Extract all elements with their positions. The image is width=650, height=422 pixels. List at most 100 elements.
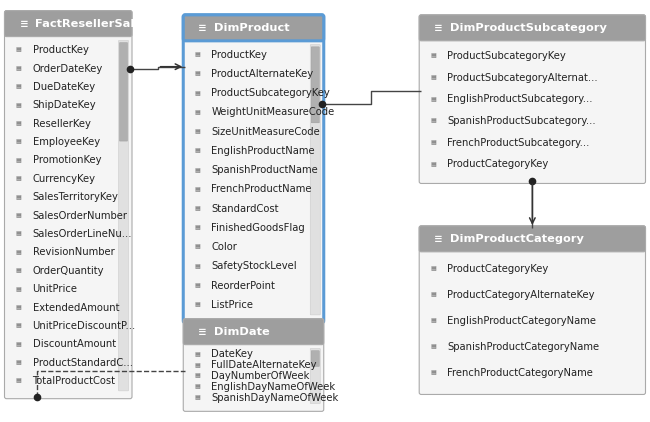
Text: SizeUnitMeasureCode: SizeUnitMeasureCode bbox=[211, 127, 320, 137]
Text: ▦: ▦ bbox=[16, 342, 21, 347]
Text: ▦: ▦ bbox=[16, 84, 21, 89]
Text: ▦: ▦ bbox=[194, 149, 200, 154]
FancyBboxPatch shape bbox=[5, 11, 132, 399]
Text: ▦: ▦ bbox=[430, 292, 436, 298]
Text: UnitPrice: UnitPrice bbox=[32, 284, 77, 294]
Text: SalesTerritoryKey: SalesTerritoryKey bbox=[32, 192, 118, 202]
FancyBboxPatch shape bbox=[183, 319, 324, 345]
Text: EnglishProductCategoryName: EnglishProductCategoryName bbox=[447, 316, 596, 326]
Text: ▦: ▦ bbox=[194, 352, 200, 357]
Text: ▦: ▦ bbox=[194, 384, 200, 390]
Text: ▦: ▦ bbox=[16, 158, 21, 163]
Text: DimDate: DimDate bbox=[214, 327, 270, 337]
Text: ▦: ▦ bbox=[430, 345, 436, 350]
Text: ▦: ▦ bbox=[194, 91, 200, 96]
Text: ▦: ▦ bbox=[194, 110, 200, 115]
Text: SpanishDayNameOfWeek: SpanishDayNameOfWeek bbox=[211, 392, 339, 403]
Text: ▦: ▦ bbox=[16, 379, 21, 384]
Text: ProductKey: ProductKey bbox=[32, 45, 88, 55]
FancyBboxPatch shape bbox=[310, 349, 320, 403]
FancyBboxPatch shape bbox=[183, 15, 324, 323]
Text: ≡: ≡ bbox=[198, 23, 207, 33]
Text: EmployeeKey: EmployeeKey bbox=[32, 137, 99, 147]
FancyBboxPatch shape bbox=[183, 15, 324, 41]
Text: ≡: ≡ bbox=[198, 327, 207, 337]
Text: ▦: ▦ bbox=[194, 264, 200, 269]
FancyBboxPatch shape bbox=[419, 226, 645, 252]
FancyBboxPatch shape bbox=[311, 47, 319, 123]
Text: ProductCategoryKey: ProductCategoryKey bbox=[447, 159, 549, 169]
Text: ListPrice: ListPrice bbox=[211, 300, 254, 310]
Text: EnglishDayNameOfWeek: EnglishDayNameOfWeek bbox=[211, 382, 335, 392]
Text: ▦: ▦ bbox=[430, 54, 436, 59]
Text: ▦: ▦ bbox=[430, 75, 436, 80]
Text: ▦: ▦ bbox=[194, 206, 200, 211]
Text: ▦: ▦ bbox=[16, 287, 21, 292]
Text: ≡: ≡ bbox=[434, 234, 443, 244]
Text: ProductAlternateKey: ProductAlternateKey bbox=[211, 69, 313, 79]
FancyBboxPatch shape bbox=[419, 15, 645, 184]
Text: ProductSubcategoryAlternat...: ProductSubcategoryAlternat... bbox=[447, 73, 598, 83]
Text: ▦: ▦ bbox=[16, 195, 21, 200]
Text: SpanishProductSubcategory...: SpanishProductSubcategory... bbox=[447, 116, 596, 126]
Text: ▦: ▦ bbox=[16, 268, 21, 273]
Text: ▦: ▦ bbox=[16, 324, 21, 328]
Text: ▦: ▦ bbox=[16, 360, 21, 365]
FancyBboxPatch shape bbox=[311, 351, 319, 366]
Text: ProductCategoryAlternateKey: ProductCategoryAlternateKey bbox=[447, 290, 595, 300]
Text: ▦: ▦ bbox=[194, 245, 200, 249]
Text: ▦: ▦ bbox=[194, 283, 200, 288]
Text: ▦: ▦ bbox=[16, 48, 21, 53]
FancyBboxPatch shape bbox=[120, 43, 127, 141]
Text: ▦: ▦ bbox=[194, 52, 200, 57]
Text: ▦: ▦ bbox=[16, 305, 21, 310]
FancyBboxPatch shape bbox=[183, 319, 324, 411]
Text: ▦: ▦ bbox=[16, 176, 21, 181]
Text: ProductKey: ProductKey bbox=[211, 50, 267, 60]
Text: EnglishProductName: EnglishProductName bbox=[211, 146, 315, 156]
Text: ▦: ▦ bbox=[194, 129, 200, 134]
Text: DateKey: DateKey bbox=[211, 349, 253, 360]
Text: ▦: ▦ bbox=[194, 225, 200, 230]
Text: ▦: ▦ bbox=[16, 213, 21, 218]
Text: ProductSubcategoryKey: ProductSubcategoryKey bbox=[447, 51, 566, 61]
Text: FullDateAlternateKey: FullDateAlternateKey bbox=[211, 360, 317, 370]
Text: UnitPriceDiscountP...: UnitPriceDiscountP... bbox=[32, 321, 136, 331]
Text: WeightUnitMeasureCode: WeightUnitMeasureCode bbox=[211, 108, 335, 117]
Text: ShipDateKey: ShipDateKey bbox=[32, 100, 96, 110]
Text: SpanishProductCategoryName: SpanishProductCategoryName bbox=[447, 342, 599, 352]
Text: RevisionNumber: RevisionNumber bbox=[32, 247, 114, 257]
Text: ▦: ▦ bbox=[194, 302, 200, 307]
Text: FinishedGoodsFlag: FinishedGoodsFlag bbox=[211, 223, 305, 233]
Text: ReorderPoint: ReorderPoint bbox=[211, 281, 275, 290]
Text: ▦: ▦ bbox=[194, 71, 200, 76]
FancyBboxPatch shape bbox=[419, 15, 645, 41]
Text: OrderQuantity: OrderQuantity bbox=[32, 266, 104, 276]
Text: ▦: ▦ bbox=[194, 362, 200, 368]
Text: ExtendedAmount: ExtendedAmount bbox=[32, 303, 119, 313]
Text: ProductStandardC...: ProductStandardC... bbox=[32, 358, 133, 368]
Text: PromotionKey: PromotionKey bbox=[32, 155, 101, 165]
Text: ▦: ▦ bbox=[430, 267, 436, 272]
Text: OrderDateKey: OrderDateKey bbox=[32, 64, 103, 73]
Text: FactResellerSales: FactResellerSales bbox=[36, 19, 150, 29]
Text: ▦: ▦ bbox=[194, 395, 200, 400]
Text: ▦: ▦ bbox=[430, 162, 436, 167]
FancyBboxPatch shape bbox=[419, 226, 645, 395]
Text: ▦: ▦ bbox=[16, 250, 21, 255]
Text: SalesOrderLineNu...: SalesOrderLineNu... bbox=[32, 229, 132, 239]
Text: CurrencyKey: CurrencyKey bbox=[32, 174, 96, 184]
Text: ▦: ▦ bbox=[430, 319, 436, 324]
FancyBboxPatch shape bbox=[118, 41, 129, 391]
Text: ▦: ▦ bbox=[16, 103, 21, 108]
Text: ▦: ▦ bbox=[430, 140, 436, 145]
Text: DimProduct: DimProduct bbox=[214, 23, 290, 33]
Text: EnglishProductSubcategory...: EnglishProductSubcategory... bbox=[447, 94, 593, 104]
Text: ▦: ▦ bbox=[194, 373, 200, 379]
Text: Color: Color bbox=[211, 242, 237, 252]
Text: ▦: ▦ bbox=[430, 119, 436, 124]
FancyBboxPatch shape bbox=[5, 11, 132, 37]
Text: DimProductSubcategory: DimProductSubcategory bbox=[450, 23, 607, 33]
Text: SalesOrderNumber: SalesOrderNumber bbox=[32, 211, 127, 221]
Text: FrenchProductName: FrenchProductName bbox=[211, 184, 312, 195]
